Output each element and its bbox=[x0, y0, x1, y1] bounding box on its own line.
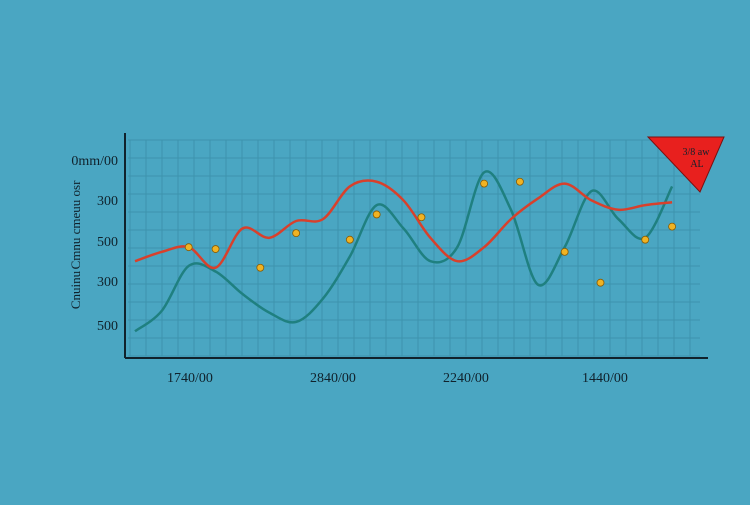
y-tick-label: 300 bbox=[97, 275, 118, 290]
data-point-marker bbox=[516, 177, 524, 186]
y-axis-label: Cmnu cmeuu osr bbox=[68, 180, 83, 269]
y-tick-label: 300 bbox=[97, 194, 118, 209]
data-point-marker bbox=[480, 179, 489, 188]
legend: 3/8 aw AL bbox=[646, 136, 725, 193]
data-point-marker bbox=[668, 222, 676, 231]
x-tick-label: 1440/00 bbox=[582, 371, 628, 386]
y-tick-label: 500 bbox=[97, 235, 118, 250]
series-line-teal bbox=[134, 170, 674, 333]
data-point-marker bbox=[184, 243, 193, 252]
data-point-marker bbox=[596, 278, 605, 287]
data-point-marker bbox=[292, 229, 301, 238]
data-point-marker bbox=[256, 263, 265, 272]
data-point-marker bbox=[372, 210, 381, 219]
series-line-red bbox=[134, 179, 673, 270]
data-point-marker bbox=[417, 213, 426, 222]
legend-triangle-icon bbox=[646, 136, 725, 193]
data-point-marker bbox=[345, 235, 354, 244]
x-tick-label: 1740/00 bbox=[167, 371, 213, 386]
legend-text: AL bbox=[690, 159, 703, 170]
grid bbox=[128, 139, 700, 357]
y-axis-label-prefix: Cnuinu bbox=[68, 270, 83, 309]
y-tick-label: 0mm/00 bbox=[71, 154, 118, 169]
data-point-marker bbox=[641, 235, 650, 244]
series-group bbox=[134, 170, 674, 333]
legend-text: 3/8 aw bbox=[683, 147, 711, 158]
data-point-marker bbox=[560, 247, 569, 256]
data-point-marker bbox=[211, 245, 220, 253]
x-tick-label: 2840/00 bbox=[310, 371, 356, 386]
y-tick-label: 500 bbox=[97, 319, 118, 334]
marker-group bbox=[184, 177, 676, 287]
x-tick-label: 2240/00 bbox=[443, 371, 489, 386]
